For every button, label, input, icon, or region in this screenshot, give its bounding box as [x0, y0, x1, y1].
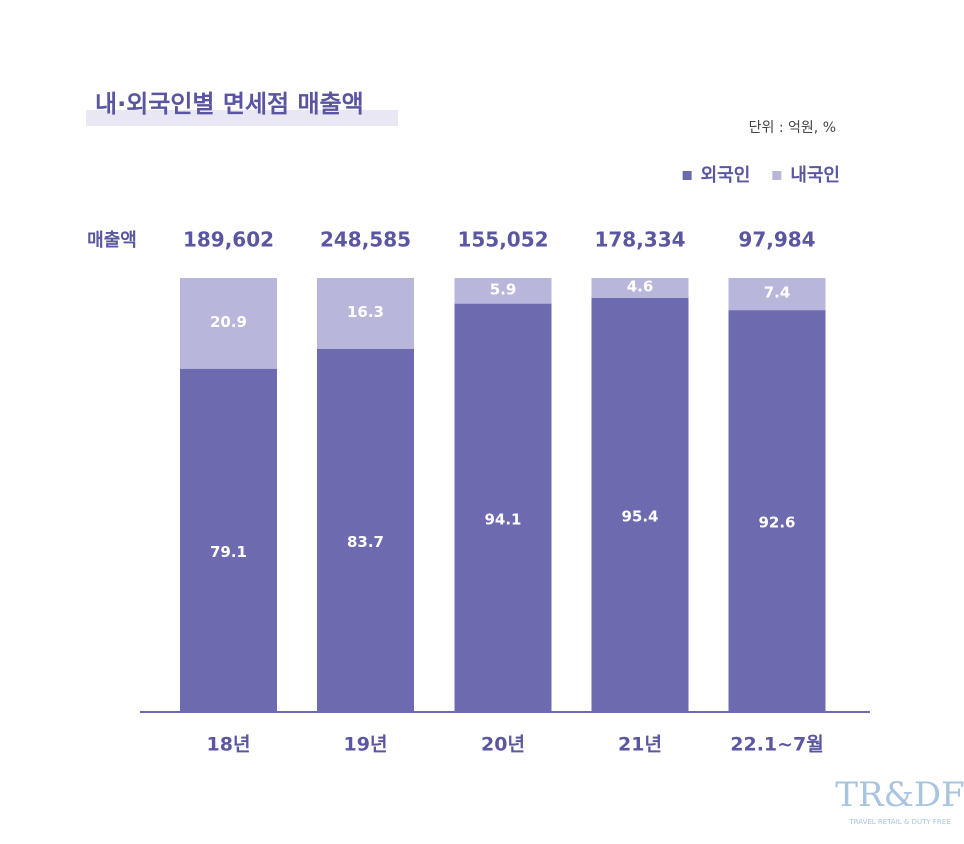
legend-swatch: [772, 171, 782, 180]
title-highlight: [86, 110, 398, 126]
bar-segment: [180, 278, 277, 369]
x-tick-label: 19년: [344, 734, 388, 756]
bar-segment: [317, 348, 414, 712]
bar-segment: [454, 278, 552, 304]
chart-title: 내·외국인별 면세점 매출액: [95, 90, 364, 118]
total-label: 178,334: [594, 228, 685, 252]
x-tick-label: 22.1~7월: [730, 734, 824, 756]
total-label: 248,585: [320, 228, 411, 252]
value-label: 79.1: [210, 543, 247, 561]
value-label: 92.6: [758, 514, 795, 532]
value-label: 94.1: [484, 510, 521, 528]
value-label: 4.6: [627, 277, 654, 295]
bar-segment: [317, 278, 414, 349]
totals-label: 매출액: [87, 230, 137, 251]
total-label: 97,984: [738, 228, 815, 252]
bar-segment: [591, 278, 689, 298]
bar-segment: [591, 297, 689, 712]
bar-segment: [180, 368, 277, 712]
value-label: 83.7: [347, 533, 384, 551]
x-tick-label: 20년: [481, 734, 525, 756]
total-label: 155,052: [457, 228, 548, 252]
value-label: 5.9: [490, 280, 517, 298]
unit-label: 단위 : 억원, %: [749, 120, 836, 136]
x-tick-label: 18년: [207, 734, 251, 756]
legend-label: 외국인: [701, 165, 751, 186]
value-label: 20.9: [210, 313, 247, 331]
bar-segment: [454, 303, 552, 712]
value-label: 7.4: [764, 284, 791, 302]
bar-segment: [728, 278, 826, 311]
total-label: 189,602: [183, 228, 274, 252]
logo-sub: TRAVEL RETAIL & DUTY FREE: [848, 818, 950, 826]
bar-segment: [728, 310, 826, 712]
legend-label: 내국인: [790, 165, 840, 186]
x-tick-label: 21년: [618, 734, 662, 756]
legend-swatch: [682, 171, 692, 180]
value-label: 95.4: [621, 507, 658, 525]
value-label: 16.3: [347, 303, 384, 321]
logo: TR&DF: [835, 775, 964, 815]
